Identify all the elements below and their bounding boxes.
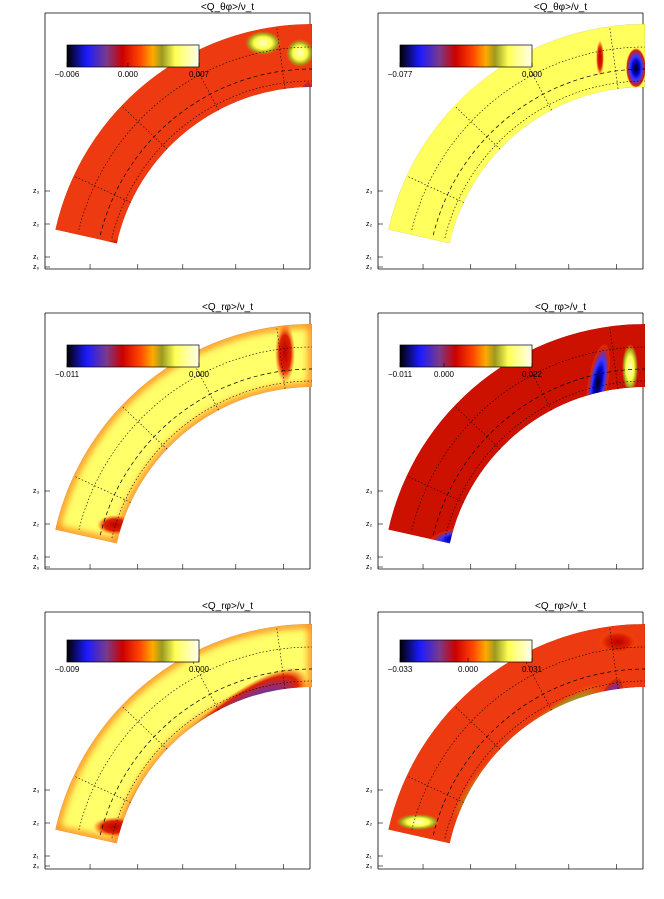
colorbar-tick-label: 0.022	[522, 370, 543, 379]
depth-label: z₃	[33, 488, 40, 495]
colorbar-tick-label: −0.011	[55, 370, 80, 379]
colorbar: −0.033 0.000 0.031	[388, 639, 543, 674]
red-region	[598, 630, 638, 654]
colorbar-tick-label: 0.000	[522, 70, 543, 79]
negative-cell	[626, 48, 646, 88]
panel-title: <Q_rφ>/ν_t	[202, 601, 253, 612]
depth-label: z₀	[33, 264, 40, 271]
colorbar-gradient	[399, 344, 533, 368]
red-region	[97, 515, 133, 535]
colorbar-gradient	[66, 344, 200, 368]
positive-cell	[396, 814, 440, 830]
latitude-line	[521, 354, 552, 411]
depth-label: z₂	[366, 521, 373, 528]
red-region	[416, 250, 460, 264]
latitude-line	[609, 326, 619, 389]
depth-line	[444, 80, 646, 239]
colorbar-tick-label: −0.009	[55, 665, 80, 674]
latitude-line	[121, 405, 168, 450]
latitude-line	[276, 326, 286, 389]
depth-label: z₂	[33, 221, 40, 228]
colorbar-tick-label: 0.031	[522, 665, 543, 674]
depth-label: z₃	[366, 787, 373, 794]
depth-line	[111, 380, 313, 539]
colorbar: −0.009 0.000	[55, 639, 210, 674]
latitude-line	[406, 775, 464, 803]
positive-cell	[622, 344, 638, 392]
depth-label: z₀	[366, 564, 373, 571]
latitude-line	[276, 26, 286, 89]
depth-line	[111, 680, 313, 839]
colorbar-tick-label: 0.000	[189, 370, 210, 379]
colorbar-gradient	[66, 44, 200, 68]
depth-label: z₂	[33, 521, 40, 528]
depth-label: z₀	[366, 863, 373, 870]
latitude-line	[406, 175, 464, 203]
colorbar: −0.011 0.000	[55, 344, 210, 379]
depth-label: z₀	[33, 863, 40, 870]
panel-p2: z₃ z₂ z₁ z₀ <Q_θφ>/ν_t −0.077 0.000	[366, 2, 646, 271]
panel-title: <Q_rφ>/ν_t	[535, 302, 586, 313]
depth-label: z₁	[366, 254, 373, 261]
depth-label: z₁	[366, 853, 373, 860]
colorbar: −0.011 0.000 0.022	[388, 344, 543, 379]
positive-cell	[286, 39, 313, 67]
depth-label: z₁	[33, 853, 40, 860]
latitude-line	[73, 175, 131, 203]
panel-p3: z₃ z₂ z₁ z₀ <Q_rφ>/ν_t −0.011 0.000	[33, 302, 313, 571]
colorbar-tick-label: −0.006	[55, 70, 80, 79]
colorbar-tick-label: −0.011	[388, 370, 413, 379]
panel-p4: z₃ z₂ z₁ z₀ <Q_rφ>/ν_t −0.011 0.000 0.022	[366, 302, 646, 571]
colorbar-tick-label: 0.000	[434, 370, 455, 379]
red-region	[275, 324, 295, 383]
colorbar-gradient	[399, 44, 533, 68]
colorbar-tick-label: 0.000	[458, 665, 479, 674]
panel-title: <Q_rφ>/ν_t	[535, 601, 586, 612]
latitude-line	[521, 54, 552, 111]
latitude-line	[188, 54, 219, 111]
latitude-line	[521, 654, 552, 711]
depth-label: z₁	[33, 254, 40, 261]
depth-label: z₀	[33, 564, 40, 571]
colorbar-tick-label: 0.007	[189, 70, 210, 79]
panel-title: <Q_θφ>/ν_t	[534, 2, 587, 13]
colorbar: −0.077 0.000	[388, 44, 543, 79]
depth-label: z₀	[366, 264, 373, 271]
colorbar-gradient	[66, 639, 200, 663]
depth-label: z₂	[33, 820, 40, 827]
positive-cell	[218, 151, 262, 195]
depth-label: z₂	[366, 221, 373, 228]
panel-p1: z₃ z₂ z₁ z₀ <Q_θφ>/ν_t −0.006 0.000 0.007	[33, 2, 313, 271]
latitude-line	[406, 475, 464, 503]
panel-title: <Q_rφ>/ν_t	[202, 302, 253, 313]
depth-label: z₃	[366, 188, 373, 195]
depth-label: z₃	[33, 787, 40, 794]
red-region	[548, 166, 604, 230]
positive-cell	[245, 31, 281, 55]
red-region	[95, 236, 155, 244]
colorbar: −0.006 0.000 0.007	[55, 44, 210, 79]
panel-title: <Q_θφ>/ν_t	[201, 2, 254, 13]
panel-p5: z₃ z₂ z₁ z₀ <Q_rφ>/ν_t −0.009 0.000	[33, 601, 313, 870]
latitude-line	[121, 105, 168, 150]
colorbar-tick-label: 0.000	[189, 665, 210, 674]
colorbar-gradient	[399, 639, 533, 663]
depth-line	[444, 380, 646, 539]
depth-line	[444, 680, 646, 839]
depth-line	[111, 80, 313, 239]
latitude-line	[73, 475, 131, 503]
colorbar-tick-label: −0.077	[388, 70, 413, 79]
red-region	[171, 142, 219, 184]
depth-label: z₂	[366, 820, 373, 827]
latitude-line	[73, 775, 131, 803]
depth-label: z₁	[33, 554, 40, 561]
red-region	[596, 40, 604, 76]
colorbar-tick-label: 0.000	[118, 70, 139, 79]
depth-label: z₁	[366, 554, 373, 561]
panel-p6: z₃ z₂ z₁ z₀ <Q_rφ>/ν_t −0.033 0.000 0.031	[366, 601, 646, 870]
depth-label: z₃	[366, 488, 373, 495]
colorbar-tick-label: −0.033	[388, 665, 413, 674]
depth-label: z₃	[33, 188, 40, 195]
